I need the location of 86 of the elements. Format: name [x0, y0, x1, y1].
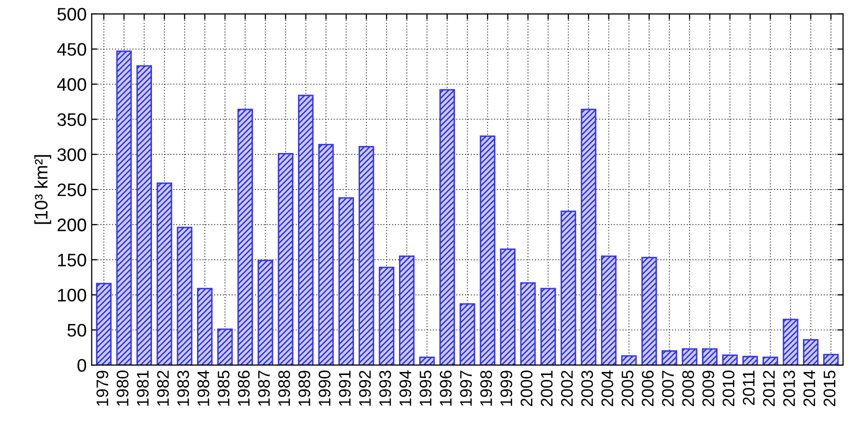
x-tick-label: 1979 [96, 370, 108, 406]
y-tick-label: 500 [57, 8, 86, 21]
x-tick-label: 2002 [561, 370, 573, 406]
bar [419, 356, 435, 366]
bar [278, 153, 294, 366]
y-axis-title: [10³ km²] [34, 155, 52, 224]
x-tick-label: 2013 [783, 370, 796, 406]
y-tick-label: 450 [57, 43, 86, 56]
y-tick-label: 300 [57, 148, 86, 162]
y-tick-label: 250 [58, 183, 86, 196]
x-tick-label: 2006 [642, 370, 654, 406]
y-tick-label: 0 [77, 358, 86, 372]
bar [600, 256, 617, 366]
bar [823, 354, 839, 366]
bar [580, 108, 596, 366]
x-tick-label: 2015 [824, 370, 836, 406]
bar [136, 65, 152, 366]
x-tick-label: 2007 [662, 370, 674, 406]
bar [762, 356, 778, 366]
y-tick-label: 150 [58, 254, 86, 266]
bar [480, 135, 496, 366]
x-tick-label: 1984 [197, 370, 210, 406]
bar [540, 288, 556, 366]
bar [318, 144, 334, 366]
bar [702, 348, 718, 366]
x-tick-label: 1996 [440, 370, 452, 406]
x-tick-label: 2004 [601, 370, 614, 406]
x-tick-label: 1988 [278, 370, 290, 406]
bar [439, 89, 455, 366]
bar [358, 146, 374, 366]
x-tick-label: 2012 [763, 370, 775, 406]
bar [399, 256, 415, 366]
x-tick-label: 1987 [258, 370, 270, 406]
bar [338, 197, 354, 366]
x-tick-label: 1993 [379, 370, 392, 406]
bar [176, 226, 192, 366]
bar [520, 282, 536, 366]
bar [298, 94, 314, 366]
bar [116, 50, 132, 366]
x-tick-label: 1990 [318, 370, 330, 406]
bar [722, 354, 738, 366]
x-tick-label: 2005 [622, 370, 634, 406]
x-tick-label: 2001 [540, 370, 553, 406]
x-tick-label: 1982 [157, 370, 169, 406]
x-tick-label: 1986 [238, 370, 250, 406]
y-tick-label: 100 [58, 288, 86, 302]
x-tick-label: 2003 [581, 370, 594, 406]
bar [197, 288, 213, 366]
x-tick-label: 1992 [359, 370, 371, 406]
y-tick-label: 400 [57, 78, 86, 91]
x-tick-label: 1994 [399, 370, 412, 406]
x-tick-label: 2010 [722, 370, 734, 406]
x-tick-label: 1981 [136, 370, 149, 406]
x-tick-label: 2008 [682, 370, 694, 406]
x-tick-label: 1983 [177, 370, 190, 406]
bar [156, 182, 172, 366]
bar [96, 282, 112, 366]
x-tick-label: 2011 [742, 370, 755, 405]
y-tick-label: 350 [57, 113, 86, 126]
bar [560, 210, 576, 366]
y-tick-label: 200 [58, 218, 86, 232]
x-tick-label: 1995 [420, 370, 432, 406]
x-tick-label: 1980 [116, 370, 128, 406]
x-tick-label: 1991 [338, 370, 351, 406]
x-tick-label: 2009 [702, 370, 714, 406]
bar [217, 328, 233, 366]
x-tick-label: 1998 [480, 370, 492, 406]
bar [237, 108, 253, 366]
bar [460, 303, 476, 366]
bar [258, 260, 274, 366]
x-tick-label: 1989 [298, 370, 310, 406]
x-tick-label: 1997 [460, 370, 472, 406]
bar [500, 248, 516, 366]
bar [641, 256, 657, 366]
y-tick-label: 50 [67, 324, 86, 337]
bar [378, 266, 394, 366]
x-tick-label: 2014 [803, 370, 816, 406]
bar [782, 318, 798, 366]
bar [662, 350, 678, 366]
x-tick-label: 1999 [500, 370, 512, 406]
x-tick-label: 1985 [218, 370, 230, 406]
bar [802, 339, 819, 366]
x-tick-label: 2000 [520, 370, 532, 406]
bar [621, 355, 637, 366]
bar [742, 356, 758, 366]
bar [682, 348, 698, 366]
